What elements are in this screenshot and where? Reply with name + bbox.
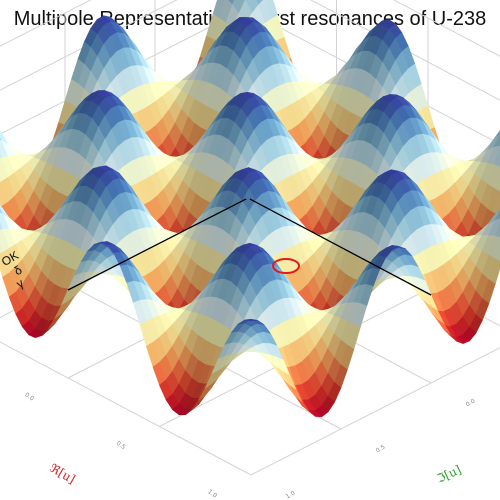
tick-labels: -1.0-0.50.00.51.0-1.0-0.50.00.51.0-0.4-0… [23,391,477,500]
y-tick-label: 0.0 [465,398,477,409]
surface-cell [244,318,258,322]
surface-cell [0,243,3,254]
surface-cell [493,167,500,193]
surface-cell [493,133,500,148]
resonance-marker [272,258,300,274]
surface-cell [0,208,3,215]
surface-cell [493,145,500,168]
surface-cell [0,221,3,231]
gridline-y-floor [0,341,252,476]
gridline-z-back [0,0,500,57]
x-tick-label: 0.5 [115,440,127,451]
surface-cell [493,192,500,216]
surface-cell [0,130,2,134]
surface-cell [493,130,500,140]
surface-cell [0,137,2,141]
x-tick-label: 1.0 [206,488,218,499]
surface-cell [0,176,2,183]
x-axis-label: ℜ[u] [47,461,77,487]
y-tick-label: 1.0 [285,490,297,500]
gridline-z-back [0,0,500,101]
y-tick-label: 0.5 [375,444,387,455]
x-tick-label: 0.0 [23,391,35,402]
surface-cell [0,153,2,159]
x-zero-line-front [249,198,432,296]
y-axis-label: ℑ[u] [434,462,463,485]
surface-cell [494,221,500,238]
y-zero-line-front [67,198,247,291]
surface-cell [494,209,500,221]
surface-mesh [0,0,500,418]
front-axes [67,198,432,296]
surface-cell [494,242,500,262]
